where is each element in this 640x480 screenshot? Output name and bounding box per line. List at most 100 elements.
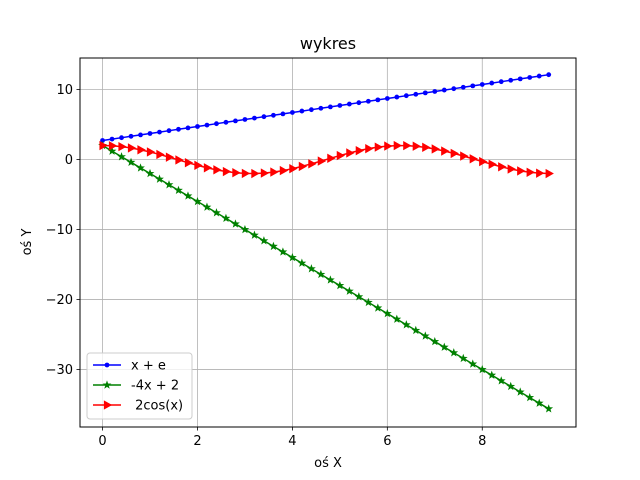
data-point — [232, 168, 241, 178]
data-point — [460, 84, 466, 90]
data-point — [185, 125, 191, 131]
data-point — [240, 224, 250, 234]
grid — [80, 58, 576, 427]
data-point — [221, 213, 231, 223]
y-tick-label: 0 — [65, 153, 73, 168]
data-point — [498, 162, 507, 172]
data-point — [251, 168, 260, 179]
data-point — [214, 121, 219, 127]
legend-marker — [102, 380, 112, 389]
legend-label: 2cos(x) — [131, 399, 183, 414]
data-point — [536, 73, 542, 79]
data-point — [316, 269, 326, 279]
data-point — [317, 156, 327, 166]
data-point — [468, 359, 478, 368]
data-point — [420, 331, 430, 340]
data-point — [403, 93, 409, 99]
data-point — [136, 163, 145, 172]
data-point — [252, 115, 257, 121]
data-point — [336, 150, 346, 161]
data-point — [432, 89, 438, 94]
data-point — [517, 76, 523, 82]
data-point — [118, 141, 127, 152]
data-point — [194, 160, 203, 171]
data-point — [411, 325, 421, 335]
data-point — [175, 155, 184, 165]
data-point — [308, 107, 314, 113]
data-point — [289, 164, 298, 174]
plot-frame — [79, 57, 577, 428]
data-point — [422, 90, 428, 96]
data-point — [393, 140, 403, 151]
data-point — [108, 141, 118, 151]
data-point — [356, 100, 362, 106]
data-point — [384, 141, 393, 151]
data-point — [298, 161, 308, 172]
data-point — [384, 96, 390, 101]
data-point — [487, 370, 497, 379]
data-point — [412, 141, 422, 151]
data-point — [479, 156, 488, 167]
data-point — [100, 138, 105, 143]
data-point — [451, 86, 457, 92]
data-point — [534, 398, 544, 407]
data-point — [195, 124, 200, 129]
data-point — [507, 164, 516, 174]
data-point — [431, 144, 440, 154]
chart-title: wykres — [300, 34, 356, 53]
data-point — [231, 219, 240, 228]
data-point — [126, 157, 136, 167]
data-point — [470, 83, 476, 89]
data-point — [176, 126, 181, 132]
data-point — [183, 191, 193, 200]
data-point — [517, 166, 526, 176]
data-point — [156, 149, 165, 160]
data-point — [137, 145, 146, 155]
ticks: 0 2 4 6 8 −30 −20 −10 0 10 — [46, 83, 487, 449]
legend-marker — [104, 362, 110, 368]
data-point — [259, 236, 269, 245]
x-tick-label: 2 — [193, 434, 201, 449]
data-point — [526, 167, 535, 177]
data-point — [119, 135, 124, 141]
data-point — [290, 110, 295, 115]
x-tick-label: 0 — [98, 434, 106, 449]
data-point — [335, 280, 345, 290]
data-point — [166, 128, 172, 134]
data-point — [261, 114, 267, 120]
data-point — [375, 97, 381, 103]
data-point — [127, 143, 137, 153]
data-point — [458, 353, 468, 363]
x-tick-label: 8 — [478, 434, 486, 449]
data-point — [233, 118, 238, 124]
data-point — [157, 129, 162, 135]
x-tick-label: 6 — [383, 434, 391, 449]
data-point — [155, 174, 164, 183]
y-tick-label: −30 — [46, 363, 73, 378]
data-point — [212, 208, 221, 217]
data-point — [146, 147, 156, 157]
data-point — [479, 82, 485, 87]
data-point — [422, 142, 431, 153]
data-point — [279, 165, 289, 176]
data-point — [382, 308, 392, 318]
data-point — [202, 202, 212, 211]
data-point — [299, 108, 305, 114]
data-point — [297, 258, 307, 267]
data-point — [165, 152, 175, 162]
data-point — [354, 292, 364, 301]
data-point — [109, 136, 115, 142]
data-point — [164, 180, 174, 189]
data-point — [365, 98, 371, 104]
data-point — [460, 151, 469, 161]
data-point — [260, 168, 270, 178]
data-point — [270, 167, 279, 177]
data-point — [527, 75, 533, 80]
data-point — [117, 152, 126, 161]
data-point — [401, 320, 411, 329]
data-point — [373, 303, 383, 312]
data-point — [413, 91, 419, 97]
data-point — [374, 142, 384, 152]
legend-box — [86, 352, 193, 420]
data-point — [441, 146, 450, 156]
